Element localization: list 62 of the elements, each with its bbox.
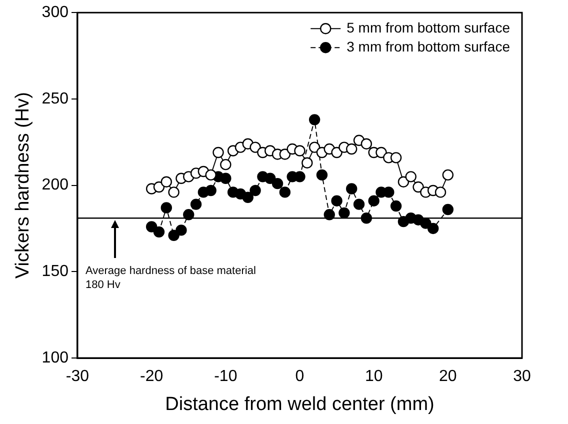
point bbox=[190, 198, 202, 210]
point bbox=[353, 198, 365, 210]
point bbox=[442, 169, 454, 181]
point bbox=[405, 171, 416, 182]
point bbox=[205, 184, 216, 196]
point bbox=[153, 181, 165, 193]
point bbox=[272, 178, 284, 190]
point bbox=[302, 157, 313, 168]
point bbox=[308, 114, 320, 126]
y-tick-label: 250 bbox=[42, 90, 69, 108]
point bbox=[434, 186, 446, 198]
legend-label: 3 mm from bottom surface bbox=[346, 38, 510, 54]
x-tick-label: 0 bbox=[295, 368, 304, 386]
point bbox=[346, 143, 358, 155]
point bbox=[338, 207, 350, 219]
point bbox=[212, 146, 224, 158]
point bbox=[390, 152, 402, 164]
point bbox=[220, 158, 232, 170]
x-tick-label: 30 bbox=[513, 368, 531, 386]
point bbox=[398, 176, 410, 188]
point bbox=[331, 146, 342, 158]
point bbox=[250, 142, 261, 153]
point bbox=[383, 186, 394, 198]
x-tick-label: 20 bbox=[439, 368, 457, 386]
x-tick-label: -20 bbox=[140, 368, 164, 386]
annotation: Average hardness of base material 180 Hv bbox=[85, 265, 256, 292]
x-tick-label: -30 bbox=[66, 368, 90, 386]
x-tick-label: -10 bbox=[214, 368, 238, 386]
x-axis-title: Distance from weld center (mm) bbox=[165, 394, 434, 415]
point bbox=[412, 181, 424, 193]
point bbox=[176, 224, 187, 236]
point bbox=[279, 148, 291, 160]
point bbox=[168, 186, 180, 198]
point bbox=[390, 200, 402, 212]
point bbox=[160, 176, 172, 188]
y-tick-label: 200 bbox=[42, 176, 69, 194]
y-axis-title: Vickers hardness (Hv) bbox=[12, 92, 34, 279]
point bbox=[428, 222, 439, 234]
y-tick-label: 150 bbox=[42, 263, 69, 280]
point bbox=[316, 169, 328, 181]
y-tick-label: 300 bbox=[42, 4, 69, 22]
legend-label: 5 mm from bottom surface bbox=[346, 19, 510, 36]
x-tick-label: 10 bbox=[364, 368, 383, 386]
point bbox=[376, 146, 387, 158]
point bbox=[146, 221, 158, 232]
y-tick-label: 100 bbox=[42, 349, 69, 366]
point bbox=[205, 169, 216, 181]
point bbox=[346, 183, 358, 194]
point bbox=[308, 142, 320, 153]
point bbox=[331, 195, 342, 206]
point bbox=[250, 184, 261, 196]
point bbox=[360, 138, 372, 150]
point bbox=[242, 192, 254, 203]
point bbox=[294, 145, 306, 156]
point bbox=[153, 226, 165, 238]
point bbox=[264, 172, 276, 184]
point bbox=[279, 186, 291, 198]
point bbox=[368, 195, 380, 206]
point bbox=[160, 202, 172, 214]
point bbox=[168, 230, 180, 241]
point bbox=[220, 172, 232, 184]
point bbox=[442, 204, 454, 216]
